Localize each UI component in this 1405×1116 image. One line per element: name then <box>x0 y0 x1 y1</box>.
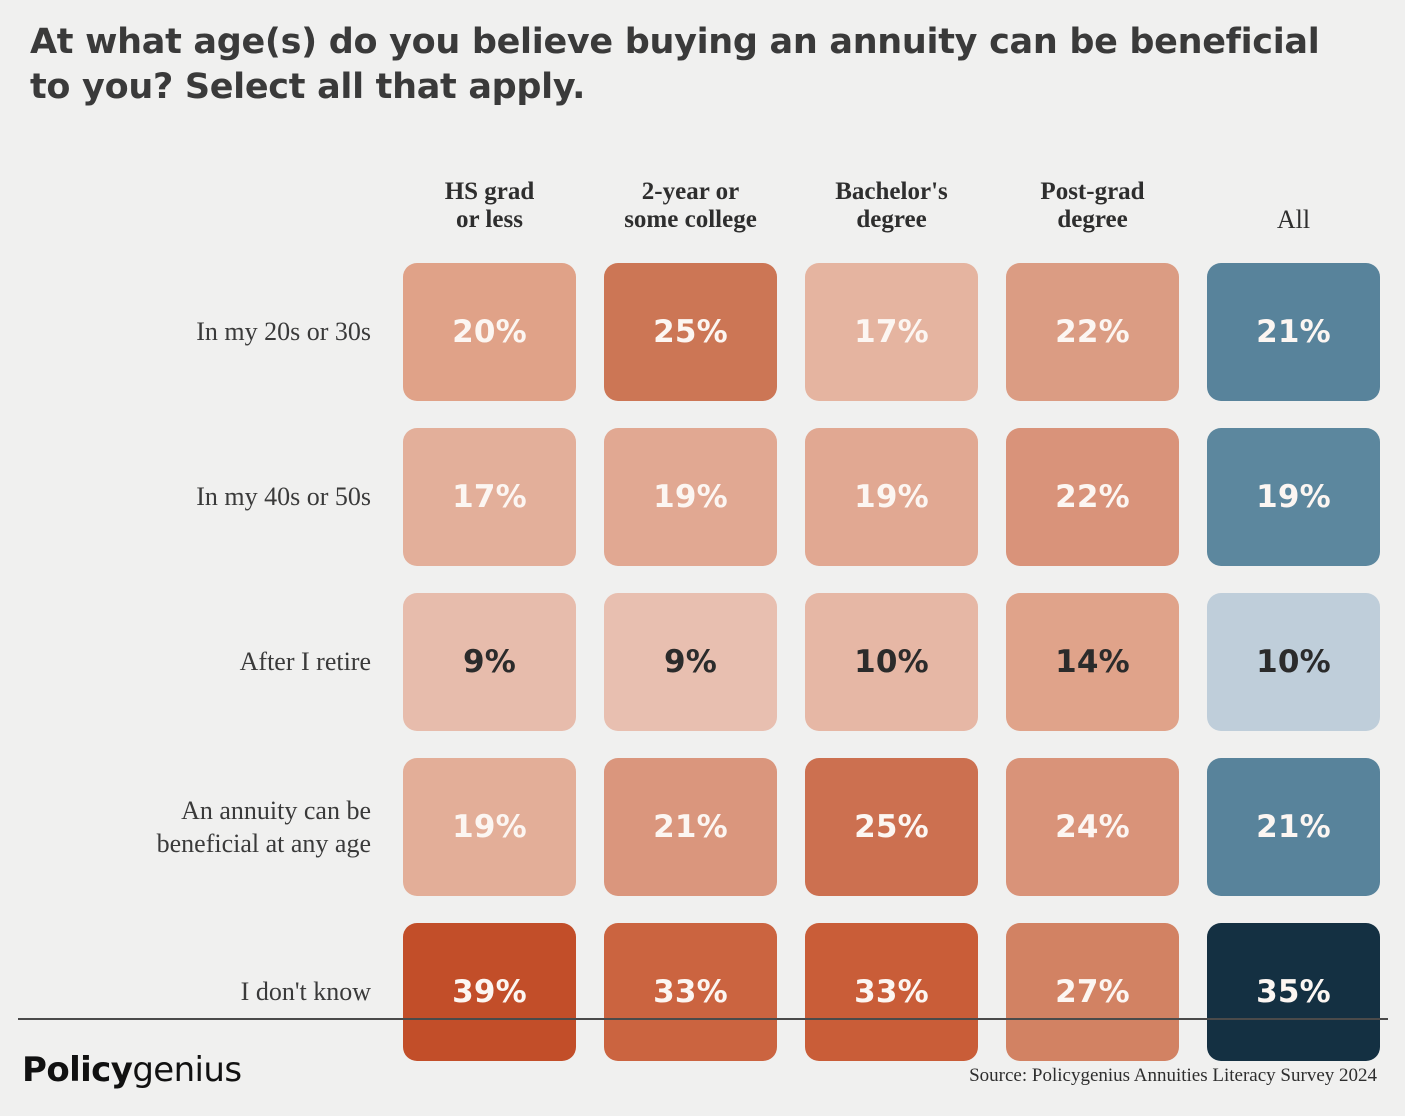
cell-value: 9% <box>663 644 718 680</box>
heatmap-cell-r3-c3[interactable]: 24% <box>1006 758 1179 896</box>
heatmap-cell-r0-c1[interactable]: 25% <box>604 263 777 401</box>
heatmap-grid: HS grad or less 2-year or some college Bache… <box>30 160 1380 1061</box>
heatmap-cell-r4-c1[interactable]: 33% <box>604 923 777 1061</box>
heatmap-cell-r3-c0[interactable]: 19% <box>403 758 576 896</box>
column-header-text: 2-year or some college <box>624 178 757 234</box>
column-header-text: Bachelor's degree <box>835 178 948 234</box>
cell-value: 21% <box>1256 314 1331 350</box>
grid-corner-spacer <box>30 160 375 236</box>
cell-value: 39% <box>452 974 527 1010</box>
column-header-3: Post-grad degree <box>1006 160 1179 236</box>
heatmap-cell-r0-c4[interactable]: 21% <box>1207 263 1380 401</box>
cell-value: 19% <box>854 479 929 515</box>
heatmap-cell-r1-c3[interactable]: 22% <box>1006 428 1179 566</box>
cell-value: 24% <box>1055 809 1130 845</box>
column-header-line2: degree <box>1057 206 1128 233</box>
cell-value: 10% <box>1256 644 1331 680</box>
heatmap-cell-r2-c2[interactable]: 10% <box>805 593 978 731</box>
cell-value: 25% <box>854 809 929 845</box>
row-label-0: In my 20s or 30s <box>196 317 371 347</box>
logo-light-part: genius <box>132 1050 242 1090</box>
heatmap-cell-r4-c3[interactable]: 27% <box>1006 923 1179 1061</box>
row-label-1: In my 40s or 50s <box>196 482 371 512</box>
cell-value: 35% <box>1256 974 1331 1010</box>
column-header-line1: HS grad <box>444 178 535 205</box>
cell-value: 33% <box>653 974 728 1010</box>
heatmap-cell-r2-c3[interactable]: 14% <box>1006 593 1179 731</box>
policygenius-logo: Policygenius <box>22 1050 242 1090</box>
column-header-line1: Post-grad <box>1040 178 1145 205</box>
heatmap-cell-r3-c4[interactable]: 21% <box>1207 758 1380 896</box>
column-header-text: HS grad or less <box>445 178 535 234</box>
heatmap-cell-r1-c2[interactable]: 19% <box>805 428 978 566</box>
column-header-0: HS grad or less <box>403 160 576 236</box>
heatmap-cell-r2-c0[interactable]: 9% <box>403 593 576 731</box>
cell-value: 17% <box>452 479 527 515</box>
cell-value: 33% <box>854 974 929 1010</box>
cell-value: 21% <box>653 809 728 845</box>
heatmap-cell-r3-c1[interactable]: 21% <box>604 758 777 896</box>
heatmap-cell-r2-c4[interactable]: 10% <box>1207 593 1380 731</box>
page-title: At what age(s) do you believe buying an … <box>30 22 1320 107</box>
cell-value: 9% <box>462 644 517 680</box>
column-header-line1: Bachelor's <box>835 178 948 205</box>
cell-value: 25% <box>653 314 728 350</box>
cell-value: 17% <box>854 314 929 350</box>
column-header-line2: degree <box>856 206 927 233</box>
heatmap-cell-r4-c4[interactable]: 35% <box>1207 923 1380 1061</box>
row-label-3: An annuity can be beneficial at any age <box>30 758 375 896</box>
cell-value: 19% <box>452 809 527 845</box>
row-label-text: An annuity can be beneficial at any age <box>157 794 371 861</box>
cell-value: 10% <box>854 644 929 680</box>
heatmap-cell-r0-c0[interactable]: 20% <box>403 263 576 401</box>
footer-divider <box>18 1018 1388 1020</box>
column-header-line1: 2-year or <box>641 178 740 205</box>
column-header-text: Post-grad degree <box>1040 178 1144 234</box>
cell-value: 27% <box>1055 974 1130 1010</box>
heatmap-cell-r0-c3[interactable]: 22% <box>1006 263 1179 401</box>
heatmap-cell-r4-c2[interactable]: 33% <box>805 923 978 1061</box>
heatmap-cell-r1-c4[interactable]: 19% <box>1207 428 1380 566</box>
source-note: Source: Policygenius Annuities Literacy … <box>969 1065 1377 1086</box>
row-label-line2: beneficial at any age <box>156 829 371 858</box>
heatmap-cell-r2-c1[interactable]: 9% <box>604 593 777 731</box>
cell-value: 19% <box>1256 479 1331 515</box>
column-header-1: 2-year or some college <box>604 160 777 236</box>
column-header-line2: some college <box>624 206 757 233</box>
row-label-line1: An annuity can be <box>181 795 371 825</box>
cell-value: 22% <box>1055 479 1130 515</box>
row-label-4: I don't know <box>240 977 371 1007</box>
cell-value: 20% <box>452 314 527 350</box>
row-label-2: After I retire <box>239 647 371 677</box>
logo-bold-part: Policy <box>22 1050 133 1090</box>
heatmap-cell-r4-c0[interactable]: 39% <box>403 923 576 1061</box>
cell-value: 21% <box>1256 809 1331 845</box>
heatmap-cell-r3-c2[interactable]: 25% <box>805 758 978 896</box>
cell-value: 22% <box>1055 314 1130 350</box>
cell-value: 19% <box>653 479 728 515</box>
heatmap-cell-r1-c0[interactable]: 17% <box>403 428 576 566</box>
heatmap-chart: HS grad or less 2-year or some college Bache… <box>30 160 1380 1061</box>
column-header-2: Bachelor's degree <box>805 160 978 236</box>
cell-value: 14% <box>1055 644 1130 680</box>
column-header-line2: or less <box>456 206 523 233</box>
column-header-4: All <box>1276 204 1311 234</box>
heatmap-cell-r1-c1[interactable]: 19% <box>604 428 777 566</box>
heatmap-cell-r0-c2[interactable]: 17% <box>805 263 978 401</box>
